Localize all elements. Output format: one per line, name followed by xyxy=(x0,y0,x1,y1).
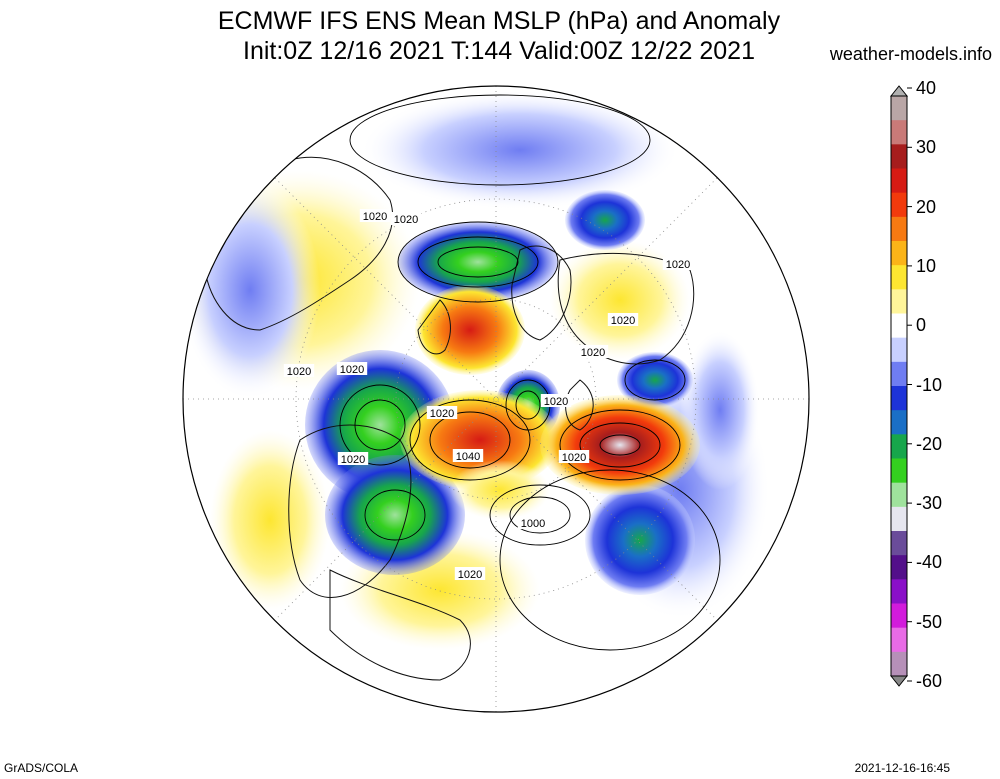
colorbar-swatch xyxy=(891,96,907,121)
contour-label-bg xyxy=(607,313,639,326)
high-scandinavia xyxy=(415,285,525,375)
colorbar-tick-label: 30 xyxy=(916,137,937,158)
contour-label: 1020 xyxy=(363,211,387,223)
contour-label-bg xyxy=(452,449,484,462)
colorbar-frame xyxy=(890,95,908,677)
colorbar-swatch xyxy=(891,627,907,653)
chart-title-line1: ECMWF IFS ENS Mean MSLP (hPa) and Anomal… xyxy=(217,7,781,35)
contour-label-bg xyxy=(390,212,422,225)
contour-label: 1020 xyxy=(341,454,365,466)
contour-label: 1020 xyxy=(581,347,605,359)
high-bering xyxy=(450,460,550,520)
negative-anomaly-north xyxy=(360,90,680,210)
contour-label: 1020 xyxy=(611,315,635,327)
colorbar-swatch xyxy=(891,192,907,218)
chart-title-line2: Init:0Z 12/16 2021 T:144 Valid:00Z 12/22… xyxy=(243,37,755,65)
colorbar-tick-label: -60 xyxy=(916,671,943,691)
low-hudson xyxy=(617,352,693,408)
colorbar-swatch xyxy=(891,434,907,459)
contour-label-bg xyxy=(337,452,369,465)
low-aleutian xyxy=(585,485,695,595)
contour-label-bg xyxy=(577,345,609,358)
colorbar-tick-label: 10 xyxy=(916,255,937,276)
contour-label: 1020 xyxy=(430,408,454,420)
low-iceland xyxy=(398,222,558,302)
positive-anomaly-asia xyxy=(210,430,330,610)
contour-label-bg xyxy=(540,394,572,407)
contour-label-bg xyxy=(517,516,549,529)
colorbar-swatch xyxy=(891,337,907,363)
colorbar-swatch xyxy=(891,579,907,604)
colorbar-tick-label: -30 xyxy=(916,493,943,514)
contour-label: 1020 xyxy=(394,214,418,226)
colorbar-tick-label: 40 xyxy=(916,78,937,98)
contour-label: 1040 xyxy=(456,451,480,463)
footer-software: GrADS/COLA xyxy=(4,761,79,775)
colorbar-tick-label: -20 xyxy=(916,433,943,454)
colorbar-swatch xyxy=(891,531,907,556)
colorbar-swatch xyxy=(891,361,907,387)
contour-label: 1020 xyxy=(340,364,364,376)
contour-labels: 1020 1020 1020 1020 1020 1020 1020 1020 1020 1040… xyxy=(283,209,694,581)
contour-label: 1020 xyxy=(287,366,311,378)
source-credit: weather-models.info xyxy=(829,44,992,64)
colorbar-swatch xyxy=(891,144,907,169)
colorbar-swatch xyxy=(891,241,907,266)
colorbar-swatch xyxy=(891,289,907,314)
contour-label-bg xyxy=(359,209,391,222)
colorbar-swatch xyxy=(891,555,907,580)
contour-label-bg xyxy=(454,567,486,580)
contour-label: 1020 xyxy=(544,396,568,408)
contour-label-bg xyxy=(283,364,315,377)
contour-label-bg xyxy=(662,257,694,270)
colorbar-swatch xyxy=(891,410,907,435)
positive-anomaly-canada xyxy=(550,240,690,360)
colorbar-swatch xyxy=(891,313,907,339)
contour-label: 1000 xyxy=(521,518,545,530)
contour-label-bg xyxy=(426,406,458,419)
negative-anomaly-east2 xyxy=(680,330,760,490)
colorbar-tick-label: -40 xyxy=(916,552,943,573)
footer-timestamp: 2021-12-16-16:45 xyxy=(854,761,950,775)
anomaly-field xyxy=(183,86,809,712)
colorbar-tick-label: 0 xyxy=(916,315,927,336)
colorbar-swatch xyxy=(891,168,907,194)
low-siberia-east xyxy=(325,455,465,575)
map-border xyxy=(182,85,810,713)
isobars xyxy=(339,94,721,651)
contour-label-bg xyxy=(558,450,590,463)
colorbar-swatch xyxy=(891,506,907,532)
colorbar-swatch xyxy=(891,120,907,145)
colorbar-swatch xyxy=(891,216,907,242)
colorbar-min-arrow xyxy=(889,675,909,687)
contour-label: 1020 xyxy=(458,569,482,581)
contour-label: 1020 xyxy=(562,452,586,464)
colorbar xyxy=(889,85,912,687)
colorbar-max-arrow xyxy=(889,85,909,97)
colorbar-swatch xyxy=(891,458,907,484)
colorbar-swatch xyxy=(891,651,907,677)
graticule xyxy=(183,86,809,712)
colorbar-tick-label: -50 xyxy=(916,611,943,632)
colorbar-tick-label: 20 xyxy=(916,196,937,217)
contour-label: 1020 xyxy=(666,259,690,271)
colorbar-tick-label: -10 xyxy=(916,374,943,395)
colorbar-swatch xyxy=(891,386,907,411)
colorbar-swatch xyxy=(891,265,907,290)
low-greenland-north xyxy=(565,190,645,250)
colorbar-swatch xyxy=(891,603,907,629)
contour-label-bg xyxy=(336,362,368,375)
colorbar-swatch xyxy=(891,482,907,508)
high-alaska xyxy=(540,395,700,495)
